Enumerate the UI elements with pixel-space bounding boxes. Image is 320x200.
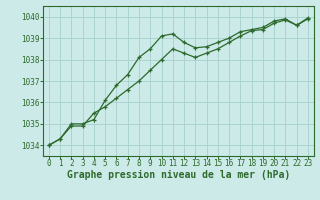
X-axis label: Graphe pression niveau de la mer (hPa): Graphe pression niveau de la mer (hPa): [67, 170, 290, 180]
